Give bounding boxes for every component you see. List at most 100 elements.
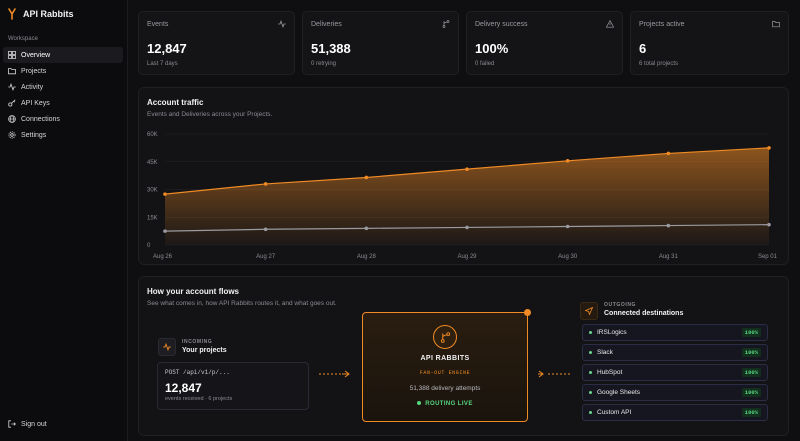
main-content: Events 12,847 Last 7 days Deliveries 51,… [128, 0, 800, 441]
panel-subtitle: Events and Deliveries across your Projec… [147, 111, 273, 118]
destination-success-badge: 100% [741, 408, 761, 417]
workspace-label: Workspace [8, 36, 38, 42]
stat-label: Delivery success [475, 21, 528, 28]
sign-out-label: Sign out [21, 420, 47, 428]
brand-name: API Rabbits [23, 9, 74, 19]
destination-row[interactable]: HubSpot 100% [582, 364, 768, 381]
x-tick-label: Aug 30 [558, 254, 578, 260]
stat-label: Deliveries [311, 21, 342, 28]
outgoing-title: Connected destinations [604, 310, 684, 317]
sidebar-item-label: Projects [21, 67, 47, 75]
incoming-icon-box [158, 338, 176, 356]
stat-sub: 0 retrying [311, 61, 337, 67]
data-point [263, 182, 268, 186]
events-detail: events received · 6 projects [165, 396, 233, 402]
x-tick-label: Sep 01 [758, 254, 778, 260]
data-point [364, 175, 369, 180]
routing-status-label: ROUTING LIVE [425, 401, 473, 407]
sidebar-item-label: Connections [21, 115, 60, 123]
incoming-kicker: INCOMING [182, 339, 213, 345]
delivery-attempts: 51,388 delivery attempts [409, 385, 481, 392]
data-point [767, 222, 771, 227]
stat-sub: 0 failed [475, 61, 495, 67]
outgoing-icon-box [580, 302, 598, 320]
engine-icon-circle [433, 325, 457, 349]
outgoing-kicker: OUTGOING [604, 302, 637, 308]
destination-success-badge: 100% [741, 328, 761, 337]
logout-icon [8, 420, 16, 428]
flow-arrow-in [319, 370, 350, 378]
series-area [165, 147, 769, 245]
data-point [163, 192, 167, 196]
stat-card-deliveries: Deliveries 51,388 0 retrying [302, 11, 459, 75]
destination-name: IRSLogics [597, 329, 627, 336]
gear-icon [8, 131, 16, 139]
engine-kicker: FAN-OUT ENGINE [419, 370, 471, 376]
brand[interactable]: API Rabbits [7, 8, 74, 20]
destination-row[interactable]: Slack 100% [582, 344, 768, 361]
destination-success-badge: 100% [741, 388, 761, 397]
panel-title: Account traffic [147, 98, 204, 107]
y-tick-label: 60K [147, 132, 158, 138]
panel-subtitle: See what comes in, how API Rabbits route… [147, 300, 337, 307]
x-tick-label: Aug 28 [357, 254, 377, 260]
sidebar: API Rabbits Workspace Overview Projects … [0, 0, 128, 441]
incoming-title: Your projects [182, 347, 227, 354]
destination-name: HubSpot [597, 369, 623, 376]
warning-icon [606, 20, 614, 28]
key-icon [8, 99, 16, 107]
engine-card[interactable]: API RABBITS FAN-OUT ENGINE 51,388 delive… [362, 309, 531, 422]
stat-card-delivery-success: Delivery success 100% 0 failed [466, 11, 623, 75]
engine-title: API RABBITS [420, 355, 470, 362]
data-point [163, 229, 167, 233]
data-point [565, 159, 570, 163]
folder-icon [772, 21, 780, 28]
sidebar-nav: Overview Projects Activity API Keys Conn… [3, 47, 123, 143]
y-tick-label: 15K [147, 215, 158, 221]
sidebar-item-overview[interactable]: Overview [3, 47, 123, 63]
destination-row[interactable]: Google Sheets 100% [582, 384, 768, 401]
destination-name: Google Sheets [597, 389, 641, 396]
sidebar-item-api-keys[interactable]: API Keys [3, 95, 123, 111]
data-point [666, 223, 671, 228]
incoming-card[interactable]: POST /api/v1/p/... 12,847 events receive… [157, 362, 309, 410]
sidebar-item-label: Overview [21, 51, 51, 59]
sidebar-item-activity[interactable]: Activity [3, 79, 123, 95]
status-dot [589, 391, 592, 394]
stat-card-projects-active: Projects active 6 6 total projects [630, 11, 789, 75]
branch-icon [440, 332, 451, 343]
sidebar-item-settings[interactable]: Settings [3, 127, 123, 143]
status-dot [589, 411, 592, 414]
folder-icon [8, 68, 16, 75]
destination-row[interactable]: Custom API 100% [582, 404, 768, 421]
y-tick-label: 0 [147, 243, 151, 249]
destination-success-badge: 100% [741, 368, 761, 377]
status-dot [417, 401, 422, 406]
grid-icon [8, 51, 16, 59]
stat-value: 51,388 [311, 41, 351, 56]
endpoint-text: POST /api/v1/p/... [165, 369, 230, 376]
events-count: 12,847 [165, 381, 202, 395]
x-tick-label: Aug 29 [457, 254, 477, 260]
data-point [364, 226, 369, 231]
globe-icon [8, 115, 16, 123]
destination-success-badge: 100% [741, 348, 761, 357]
sidebar-item-connections[interactable]: Connections [3, 111, 123, 127]
activity-icon [8, 83, 16, 91]
x-tick-label: Aug 26 [153, 254, 173, 260]
x-tick-label: Aug 27 [256, 254, 276, 260]
destination-row[interactable]: IRSLogics 100% [582, 324, 768, 341]
activity-icon [278, 20, 286, 28]
status-dot [589, 351, 592, 354]
y-tick-label: 45K [147, 160, 158, 166]
destination-name: Custom API [597, 409, 632, 416]
account-traffic-panel: Account traffic Events and Deliveries ac… [138, 87, 789, 265]
branch-icon [442, 20, 450, 28]
stat-sub: Last 7 days [147, 61, 178, 67]
data-point [767, 146, 771, 150]
sign-out-button[interactable]: Sign out [8, 420, 47, 428]
send-icon [585, 307, 593, 315]
stat-value: 100% [475, 41, 509, 56]
sidebar-item-projects[interactable]: Projects [3, 63, 123, 79]
